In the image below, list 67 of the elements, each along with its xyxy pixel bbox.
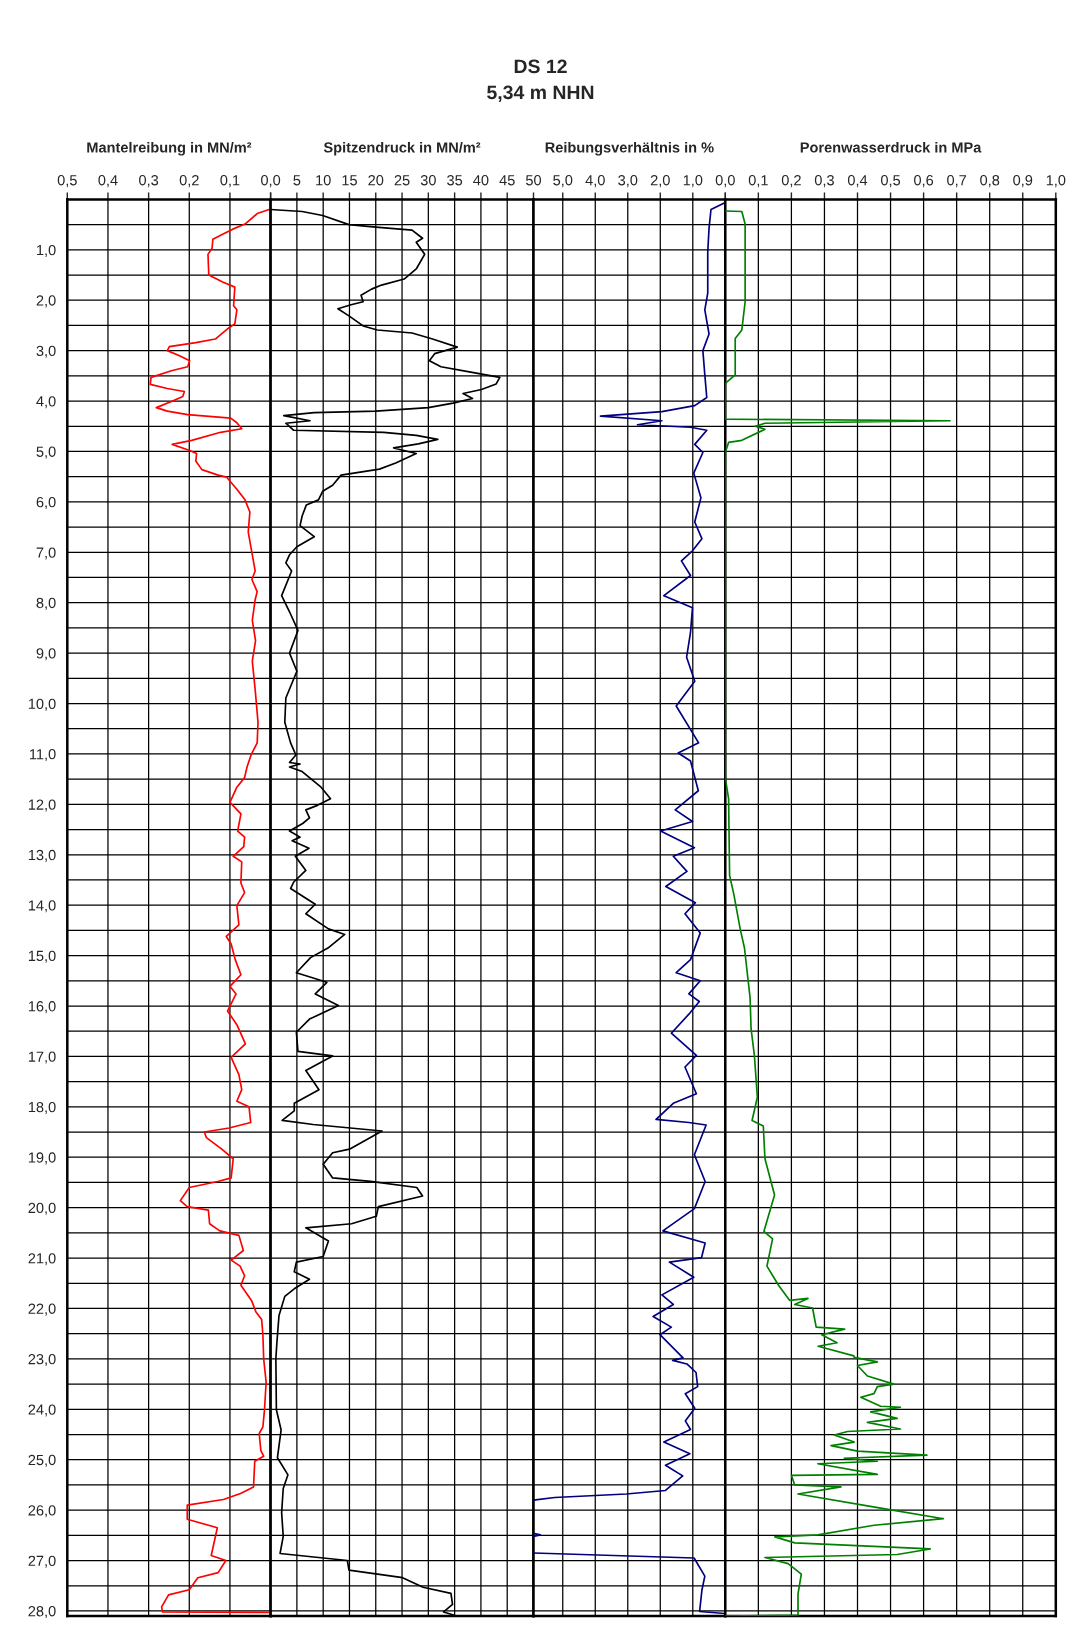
x-tick-label: 1,0 [1046, 175, 1066, 188]
x-axis-title: Mantelreibung in MN/m² [87, 141, 252, 156]
x-tick-label: 0,8 [980, 175, 1000, 188]
x-tick-label: 0,0 [715, 175, 735, 188]
y-tick-label: 23,0 [28, 1354, 56, 1367]
line-series [149, 208, 271, 1614]
chart-title: DS 12 [514, 59, 567, 74]
x-tick-label: 0,5 [57, 175, 77, 188]
x-tick-label: 4,0 [585, 175, 605, 188]
x-tick-label: 0,5 [880, 175, 901, 188]
x-tick-label: 10 [316, 175, 331, 186]
y-tick-label: 2,0 [36, 295, 56, 308]
x-tick-label: 20 [368, 175, 384, 186]
x-tick-label: 0,4 [98, 175, 118, 188]
y-tick-label: 18,0 [28, 1101, 56, 1114]
x-tick-label: 0,3 [139, 175, 159, 188]
x-tick-label: 0,2 [781, 175, 801, 188]
y-tick-label: 3,0 [36, 345, 56, 358]
x-tick-label: 0,1 [748, 175, 768, 188]
y-tick-label: 5,0 [36, 446, 56, 459]
y-tick-label: 16,0 [28, 1001, 56, 1014]
y-tick-label: 15,0 [28, 950, 56, 963]
x-axis-title: Porenwasserdruck in MPa [800, 141, 982, 153]
y-tick-label: 26,0 [28, 1505, 56, 1518]
x-tick-label: 50 [525, 175, 542, 186]
x-tick-label: 2,0 [650, 175, 670, 188]
y-tick-label: 27,0 [28, 1555, 56, 1568]
x-tick-label: 5,0 [553, 175, 573, 188]
y-tick-label: 4,0 [36, 396, 56, 409]
y-tick-label: 11,0 [30, 749, 56, 762]
y-tick-label: 10,0 [28, 698, 56, 711]
x-tick-label: 15 [342, 175, 357, 186]
x-tick-label: 35 [447, 175, 463, 186]
y-tick-label: 8,0 [36, 597, 56, 610]
x-tick-label: 30 [420, 175, 436, 186]
x-axis-title: Spitzendruck in MN/m² [323, 141, 481, 156]
y-tick-label: 17,0 [28, 1051, 56, 1064]
y-tick-label: 19,0 [28, 1152, 56, 1165]
y-tick-label: 12,0 [28, 799, 56, 812]
y-tick-label: 28,0 [28, 1606, 56, 1619]
x-tick-label: 0,4 [847, 175, 868, 188]
x-tick-label: 0,2 [179, 175, 199, 188]
y-tick-label: 21,0 [28, 1253, 56, 1266]
y-tick-label: 14,0 [28, 900, 56, 913]
x-tick-label: 0,9 [1013, 175, 1033, 188]
x-tick-label: 0,3 [814, 175, 834, 188]
y-tick-label: 6,0 [36, 496, 56, 510]
x-tick-label: 0,7 [947, 175, 967, 188]
chart-subtitle: 5,34 m NHN [487, 85, 594, 103]
x-tick-label: 40 [473, 175, 489, 186]
x-tick-label: 45 [499, 175, 515, 186]
x-tick-label: 5 [293, 175, 301, 186]
y-tick-label: 13,0 [28, 849, 56, 862]
y-tick-label: 7,0 [36, 547, 56, 560]
y-tick-label: 9,0 [36, 648, 56, 661]
x-axis-title: Reibungsverhältnis in % [545, 141, 714, 156]
x-tick-label: 0,1 [220, 175, 240, 188]
x-tick-label: 25 [394, 175, 410, 186]
x-tick-label: 0,0 [261, 175, 281, 188]
y-tick-label: 22,0 [28, 1303, 56, 1316]
y-tick-label: 24,0 [28, 1404, 56, 1417]
y-tick-label: 25,0 [28, 1454, 56, 1467]
y-tick-label: 20,0 [28, 1202, 56, 1215]
x-tick-label: 0,6 [914, 175, 934, 188]
x-tick-label: 3,0 [618, 175, 638, 188]
x-tick-label: 1,0 [683, 175, 703, 188]
y-tick-label: 1,0 [37, 244, 56, 257]
